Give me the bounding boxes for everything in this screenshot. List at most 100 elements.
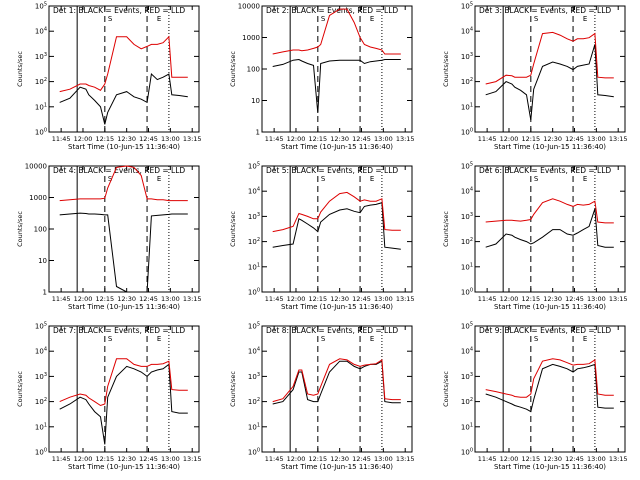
y-tick-label: 103 xyxy=(35,372,47,381)
x-tick-label: 13:15 xyxy=(396,455,415,463)
x-tick-label: 12:45 xyxy=(139,295,158,303)
series-line-lld xyxy=(59,35,188,93)
y-axis-label: Counts/sec xyxy=(229,51,237,87)
x-axis-label: Start Time (10-Jun-15 11:36:40) xyxy=(494,143,606,151)
y-tick-label: 100 xyxy=(35,128,47,137)
x-tick-label: 11:45 xyxy=(265,135,284,143)
x-axis-label: Start Time (10-Jun-15 11:36:40) xyxy=(494,463,606,471)
y-axis-label: Counts/sec xyxy=(442,211,450,247)
y-tick-label: 102 xyxy=(248,237,260,246)
series-line-events xyxy=(485,44,614,121)
plot-frame xyxy=(474,5,626,133)
marker-label-e: E xyxy=(583,15,587,23)
x-tick-label: 12:45 xyxy=(352,135,371,143)
panel-title: Det 7: BLACK = Events, RED = LLD xyxy=(53,326,185,335)
x-tick-label: 12:45 xyxy=(352,295,371,303)
x-tick-label: 12:15 xyxy=(95,295,114,303)
x-tick-label: 13:15 xyxy=(609,295,628,303)
x-tick-label: 12:00 xyxy=(500,455,519,463)
panel-title: Det 5: BLACK = Events, RED = LLD xyxy=(266,166,398,175)
marker-label-s: S xyxy=(108,335,113,343)
marker-label-s: S xyxy=(108,175,113,183)
y-tick-label: 104 xyxy=(248,187,260,196)
y-tick-label: 103 xyxy=(461,212,473,221)
y-tick-label: 1000 xyxy=(242,34,260,42)
x-tick-label: 12:30 xyxy=(543,135,562,143)
x-tick-label: 12:00 xyxy=(74,295,93,303)
marker-label-s: S xyxy=(321,15,326,23)
x-tick-label: 13:00 xyxy=(587,455,606,463)
x-tick-label: 13:15 xyxy=(396,135,415,143)
x-tick-label: 13:15 xyxy=(183,295,202,303)
y-tick-label: 105 xyxy=(35,322,47,331)
x-tick-label: 12:45 xyxy=(565,135,584,143)
x-tick-label: 12:15 xyxy=(521,455,540,463)
y-tick-label: 102 xyxy=(248,397,260,406)
x-tick-label: 12:00 xyxy=(500,135,519,143)
marker-label-e: E xyxy=(583,175,587,183)
y-tick-label: 104 xyxy=(248,347,260,356)
x-tick-label: 12:00 xyxy=(287,135,306,143)
plot-frame xyxy=(48,5,200,133)
y-tick-label: 10 xyxy=(251,97,260,105)
series-line-events xyxy=(59,212,188,293)
plot-frame xyxy=(474,325,626,453)
x-tick-label: 13:00 xyxy=(161,455,180,463)
x-tick-label: 12:30 xyxy=(330,455,349,463)
x-tick-label: 12:00 xyxy=(74,455,93,463)
y-tick-label: 102 xyxy=(461,237,473,246)
y-tick-label: 105 xyxy=(461,162,473,171)
y-axis-label: Counts/sec xyxy=(16,371,24,407)
series-line-lld xyxy=(59,358,188,407)
y-tick-label: 1 xyxy=(256,129,260,137)
x-tick-label: 12:15 xyxy=(308,455,327,463)
series-line-lld xyxy=(272,191,401,233)
x-tick-label: 13:15 xyxy=(396,295,415,303)
y-tick-label: 105 xyxy=(248,162,260,171)
x-axis-label: Start Time (10-Jun-15 11:36:40) xyxy=(281,143,393,151)
x-tick-label: 12:15 xyxy=(521,295,540,303)
plot-frame xyxy=(261,325,413,453)
x-tick-label: 12:15 xyxy=(95,135,114,143)
y-tick-label: 101 xyxy=(248,422,260,431)
y-tick-label: 10000 xyxy=(238,3,260,11)
y-axis-label: Counts/sec xyxy=(442,371,450,407)
panel-title: Det 8: BLACK = Events, RED = LLD xyxy=(266,326,398,335)
x-tick-label: 12:15 xyxy=(521,135,540,143)
x-tick-label: 12:45 xyxy=(352,455,371,463)
marker-label-e: E xyxy=(157,335,161,343)
y-tick-label: 104 xyxy=(461,187,473,196)
plot-frame xyxy=(48,325,200,453)
marker-label-s: S xyxy=(534,335,539,343)
y-tick-label: 101 xyxy=(248,262,260,271)
series-line-events xyxy=(485,363,614,413)
y-tick-label: 101 xyxy=(35,422,47,431)
x-tick-label: 13:15 xyxy=(609,135,628,143)
series-line-events xyxy=(59,363,188,445)
y-tick-label: 10000 xyxy=(25,163,47,171)
y-axis-label: Counts/sec xyxy=(16,51,24,87)
y-tick-label: 105 xyxy=(35,2,47,11)
y-tick-label: 103 xyxy=(35,52,47,61)
x-tick-label: 12:00 xyxy=(74,135,93,143)
x-axis-label: Start Time (10-Jun-15 11:36:40) xyxy=(68,303,180,311)
y-tick-label: 104 xyxy=(35,347,47,356)
x-tick-label: 12:30 xyxy=(330,295,349,303)
series-line-events xyxy=(272,360,401,405)
y-tick-label: 103 xyxy=(461,372,473,381)
x-tick-label: 13:00 xyxy=(161,135,180,143)
y-tick-label: 102 xyxy=(35,77,47,86)
marker-label-e: E xyxy=(157,15,161,23)
marker-label-e: E xyxy=(370,15,374,23)
y-tick-label: 102 xyxy=(461,397,473,406)
x-tick-label: 11:45 xyxy=(478,135,497,143)
marker-label-e: E xyxy=(370,175,374,183)
x-tick-label: 11:45 xyxy=(52,135,71,143)
marker-label-s: S xyxy=(534,15,539,23)
